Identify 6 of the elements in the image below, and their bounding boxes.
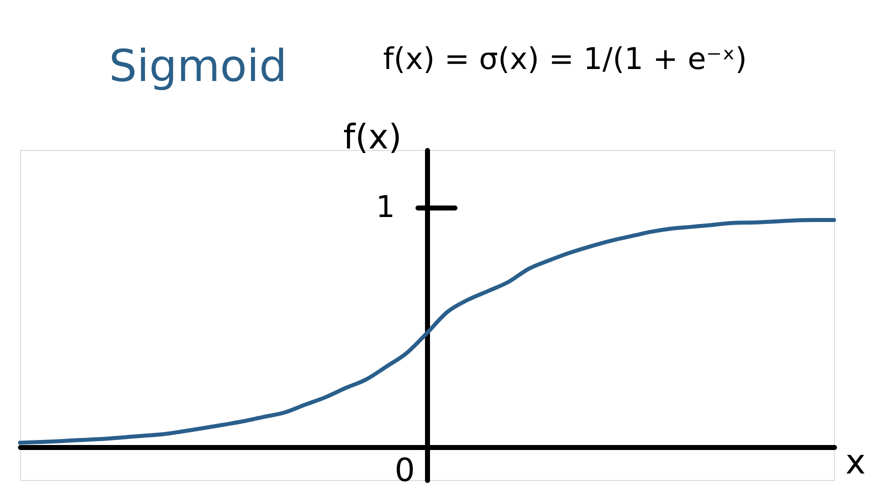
annotation: 1 [376, 190, 395, 225]
text: f(x) = σ(x) = 1/(1 + e⁻ˣ) [383, 42, 747, 77]
x-axis-title: x [845, 442, 866, 482]
chart-title: Sigmoid [109, 41, 288, 92]
y-axis-title: f(x) [343, 118, 402, 158]
text: 0 [394, 451, 415, 489]
